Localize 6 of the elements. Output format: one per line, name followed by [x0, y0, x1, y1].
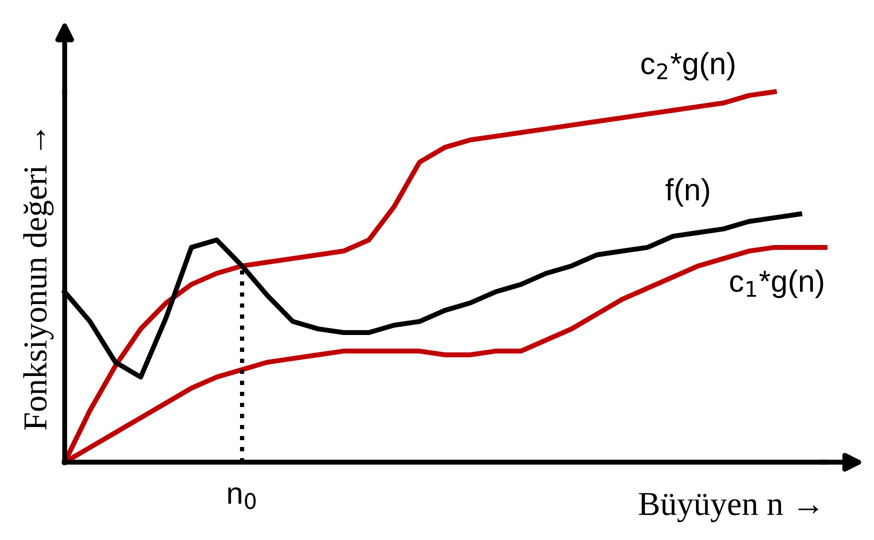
series-label: c$_{1}$*g(n) [730, 270, 824, 298]
text: n$_{0}$ [228, 487, 256, 510]
y-axis-title: Fonksiyonun değeri → [23, 130, 54, 430]
series-label: f(n) [666, 178, 710, 207]
series-label: c$_{2}$*g(n) [641, 52, 734, 80]
x-axis-title: Büyüyen n → [638, 493, 818, 522]
